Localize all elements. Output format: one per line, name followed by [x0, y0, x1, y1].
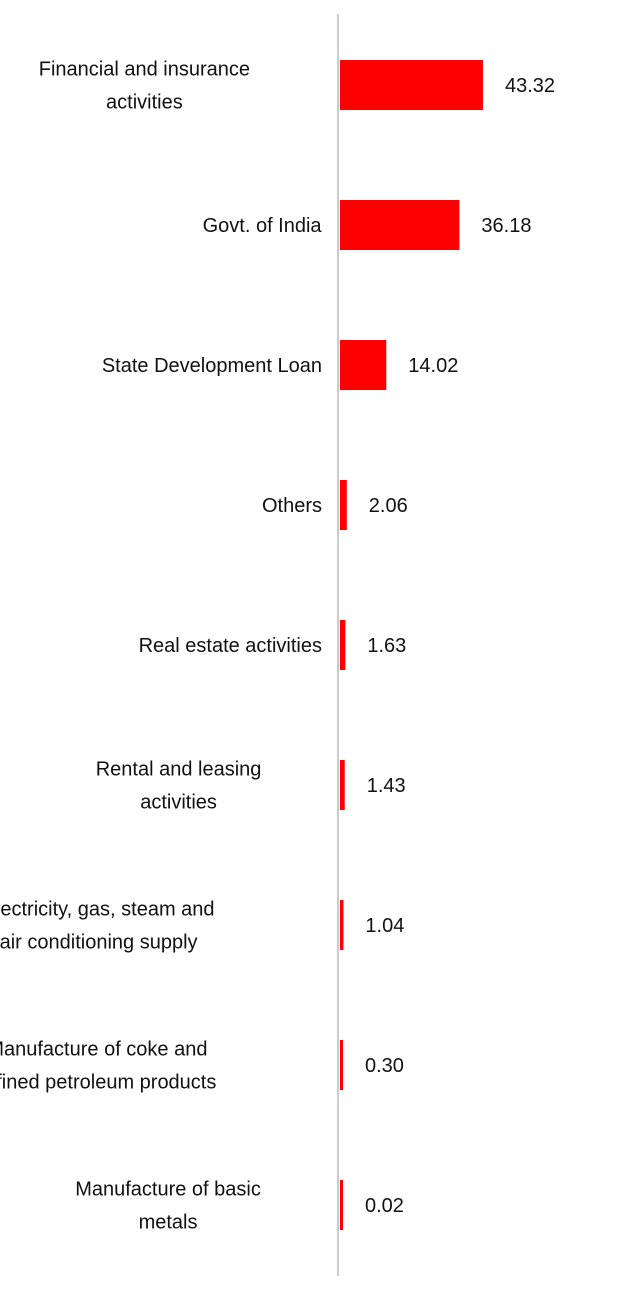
category-label-line: Others	[262, 495, 322, 517]
category-label-line: activities	[140, 792, 217, 814]
category-label-line: Govt. of India	[203, 215, 323, 237]
bar-5	[340, 760, 345, 810]
bar-6	[340, 900, 344, 950]
category-label-line: Financial and insurance	[39, 59, 250, 81]
category-label-4: Real estate activities	[139, 635, 322, 657]
value-label-7: 0.30	[365, 1055, 404, 1077]
value-label-1: 36.18	[481, 215, 531, 237]
category-label-line: refined petroleum products	[0, 1072, 216, 1094]
category-label-line: air conditioning supply	[0, 932, 198, 954]
category-label-2: State Development Loan	[102, 355, 322, 377]
category-label-3: Others	[262, 495, 322, 517]
category-label-6: Electricity, gas, steam and air condition…	[0, 899, 215, 954]
category-label-line: Manufacture of coke and	[0, 1039, 207, 1061]
category-label-line: metals	[139, 1212, 198, 1234]
value-label-6: 1.04	[365, 915, 404, 937]
value-label-8: 0.02	[365, 1195, 404, 1217]
category-label-line: Electricity, gas, steam and	[0, 899, 215, 921]
category-label-line: State Development Loan	[102, 355, 322, 377]
bar-4	[340, 620, 346, 670]
category-label-line: Real estate activities	[139, 635, 322, 657]
bar-3	[340, 480, 347, 530]
bar-8	[340, 1180, 343, 1230]
bars-group	[340, 60, 483, 1230]
category-label-8: Manufacture of basic metals	[75, 1179, 261, 1234]
value-labels-group: 43.32 36.18 14.02 2.06 1.63 1.43 1.04 0.30 0.02	[365, 75, 555, 1217]
bar-7	[340, 1040, 343, 1090]
category-label-line: activities	[106, 92, 183, 114]
bar-1	[340, 200, 460, 250]
category-label-1: Govt. of India	[203, 215, 323, 237]
category-label-0: Financial and insurance activities	[39, 59, 250, 114]
bar-2	[340, 340, 387, 390]
value-label-0: 43.32	[505, 75, 555, 97]
category-label-line: Manufacture of basic	[75, 1179, 261, 1201]
bar-0	[340, 60, 483, 110]
category-label-5: Rental and leasing activities	[96, 759, 262, 814]
category-labels-group: Financial and insurance activities Govt. o…	[0, 59, 322, 1234]
category-label-7: Manufacture of coke and refined petroleum…	[0, 1039, 216, 1094]
value-label-5: 1.43	[367, 775, 406, 797]
value-label-2: 14.02	[408, 355, 458, 377]
value-label-3: 2.06	[369, 495, 408, 517]
category-label-line: Rental and leasing	[96, 759, 262, 781]
value-label-4: 1.63	[367, 635, 406, 657]
